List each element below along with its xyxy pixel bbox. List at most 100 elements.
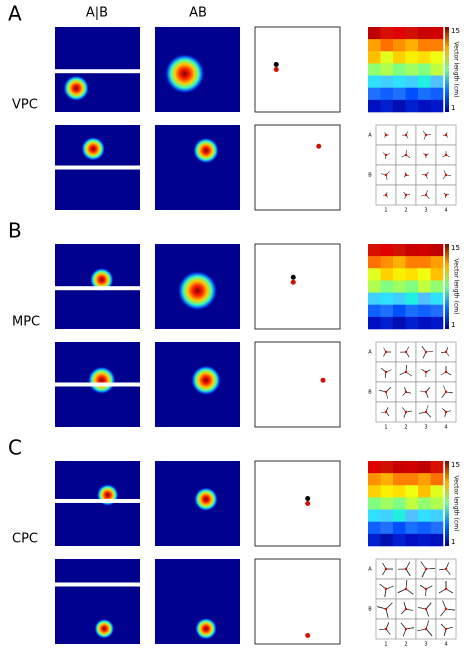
- trajectory: [445, 608, 455, 611]
- trajectory: [385, 585, 394, 590]
- grid-col-label: 1: [384, 208, 387, 214]
- trajectory-end: [444, 193, 448, 197]
- heat-cell: [418, 304, 431, 318]
- heat-cell: [405, 280, 419, 293]
- heat-cell: [418, 27, 431, 40]
- field-blob: [194, 487, 218, 512]
- barrier: [55, 382, 140, 387]
- grid-col-label: 2: [404, 208, 407, 214]
- heat-cell: [368, 75, 381, 89]
- panel-label: C: [8, 436, 22, 460]
- heat-cell: [393, 533, 406, 547]
- heat-cell: [380, 39, 394, 52]
- field-blob: [81, 136, 106, 161]
- vector-box: [254, 243, 341, 330]
- trajectory: [421, 568, 427, 578]
- heat-cell: [393, 87, 406, 101]
- field-blob: [87, 366, 116, 395]
- trajectory-end: [424, 173, 428, 177]
- trajectory: [418, 607, 427, 610]
- field-blob: [191, 365, 221, 396]
- heat-cell: [430, 63, 444, 76]
- barrier: [55, 165, 140, 170]
- heat-cell: [380, 473, 394, 486]
- trajectory: [402, 628, 407, 637]
- heat-cell: [430, 99, 444, 113]
- trajectory-end: [404, 153, 408, 157]
- heat-cell: [405, 533, 419, 547]
- heat-cell: [380, 99, 394, 113]
- heat-cell: [368, 280, 381, 293]
- vector-dot: [290, 279, 296, 285]
- heat-cell: [418, 533, 431, 547]
- heat-cell: [405, 473, 419, 486]
- heat-cell: [405, 27, 419, 40]
- trajectory-end: [444, 607, 448, 611]
- colorbar-title: Vector length (cm): [453, 476, 460, 532]
- heat-cell: [418, 256, 431, 269]
- heat-cell: [430, 533, 444, 547]
- heat-cell: [393, 485, 406, 498]
- heat-cell: [418, 292, 431, 306]
- trajectory-end: [404, 350, 408, 354]
- heat-cell: [393, 521, 406, 535]
- heat-cell: [368, 473, 381, 486]
- region-label: MPC: [12, 315, 40, 330]
- heat-cell: [368, 256, 381, 269]
- grid-col-label: 4: [444, 208, 447, 214]
- trajectory-end: [384, 133, 388, 137]
- field-blob: [63, 75, 90, 102]
- grid-row-label: A: [368, 350, 372, 356]
- heat-cell: [393, 473, 406, 486]
- heat-cell: [418, 268, 431, 281]
- heat-cell: [405, 316, 419, 330]
- heat-cell: [430, 280, 444, 293]
- trajectory-end: [424, 627, 428, 631]
- colorbar: [445, 27, 449, 112]
- heat-cell: [430, 497, 444, 510]
- heat-cell: [430, 485, 444, 498]
- heat-cell: [405, 521, 419, 535]
- heat-cell: [368, 51, 381, 64]
- trajectory: [405, 588, 414, 595]
- heat-cell: [393, 244, 406, 257]
- heat-cell: [430, 473, 444, 486]
- heat-cell: [393, 99, 406, 113]
- barrier: [55, 582, 140, 587]
- heat-cell: [380, 87, 394, 101]
- heat-cell: [368, 99, 381, 113]
- heat-cell: [380, 497, 394, 510]
- trajectory-end: [424, 350, 428, 354]
- trajectory: [385, 602, 393, 610]
- heat-cell: [380, 533, 394, 547]
- region-label: CPC: [12, 532, 38, 547]
- trajectory-end: [384, 567, 388, 571]
- trajectory: [438, 588, 447, 594]
- colorbar: [445, 244, 449, 329]
- vector-dot: [273, 62, 279, 67]
- heat-cell: [405, 244, 419, 257]
- trajectory: [442, 600, 447, 610]
- trajectory: [385, 608, 389, 618]
- trajectory-end: [404, 607, 408, 611]
- heat-cell: [430, 87, 444, 101]
- trajectory-end: [384, 370, 388, 374]
- heat-cell: [430, 268, 444, 281]
- trajectory-end: [444, 390, 448, 394]
- grid-col-label: 2: [404, 642, 407, 648]
- grid-col-label: 2: [404, 425, 407, 431]
- heat-cell: [418, 244, 431, 257]
- trajectory-end: [384, 390, 388, 394]
- trajectory-end: [424, 587, 428, 591]
- trajectory-end: [404, 370, 408, 374]
- heat-cell: [405, 268, 419, 281]
- heat-cell: [368, 497, 381, 510]
- barrier: [55, 69, 140, 74]
- trajectory: [440, 608, 447, 617]
- heat-cell: [418, 51, 431, 64]
- trajectory-end: [384, 607, 388, 611]
- heat-cell: [430, 521, 444, 535]
- heat-cell: [418, 473, 431, 486]
- heat-cell: [380, 316, 394, 330]
- heat-cell: [380, 521, 394, 535]
